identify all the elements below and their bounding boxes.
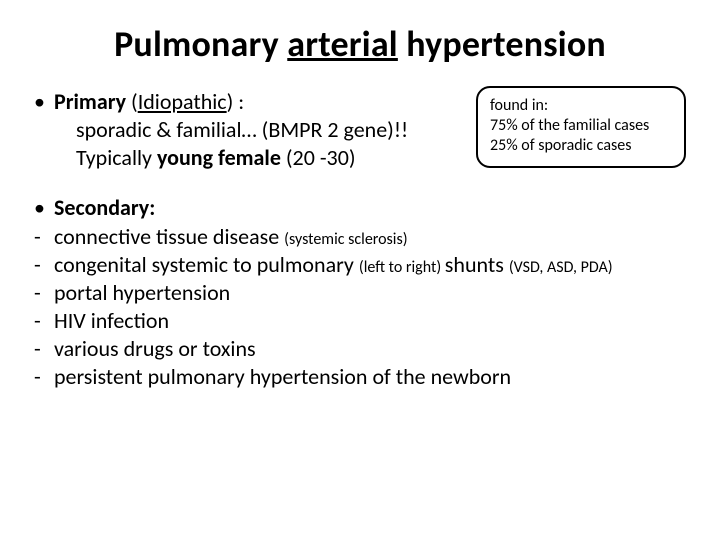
bullet-dot: • <box>34 194 54 222</box>
item-main: congenital systemic to pulmonary <box>54 251 359 278</box>
primary-bullet: • Primary (Idiopathic) : <box>34 88 456 116</box>
list-item: - portal hypertension <box>34 279 686 307</box>
primary-plain2: ) : <box>227 88 245 115</box>
primary-line3: Typically young female (20 -30) <box>34 144 456 172</box>
title-pre: Pulmonary <box>114 22 287 66</box>
item-tail-small: (VSD, ASD, PDA) <box>509 258 613 277</box>
list-item: - HIV infection <box>34 307 686 335</box>
dash: - <box>34 279 54 307</box>
secondary-heading: Secondary: <box>54 194 155 222</box>
callout-line3: 25% of sporadic cases <box>490 136 672 156</box>
list-item: - congenital systemic to pulmonary (left… <box>34 251 686 279</box>
list-item: - connective tissue disease (systemic sc… <box>34 223 686 251</box>
item-small: (left to right) <box>359 258 445 277</box>
item-text: connective tissue disease (systemic scle… <box>54 223 408 251</box>
slide-title: Pulmonary arterial hypertension <box>34 22 686 66</box>
secondary-block: • Secondary: - connective tissue disease… <box>34 194 686 391</box>
dash: - <box>34 223 54 251</box>
list-item: - various drugs or toxins <box>34 335 686 363</box>
item-text: various drugs or toxins <box>54 335 256 363</box>
primary-line3-post: (20 -30) <box>281 144 356 171</box>
primary-line3-bold: young female <box>157 144 281 171</box>
dash: - <box>34 251 54 279</box>
slide: Pulmonary arterial hypertension • Primar… <box>0 0 720 540</box>
primary-line3-pre: Typically <box>76 144 157 171</box>
dash: - <box>34 335 54 363</box>
callout-line1: found in: <box>490 96 672 116</box>
list-item: - persistent pulmonary hypertension of t… <box>34 363 686 391</box>
title-underlined: arterial <box>287 22 398 66</box>
dash: - <box>34 307 54 335</box>
primary-row: • Primary (Idiopathic) : sporadic & fami… <box>34 88 686 172</box>
callout-box: found in: 75% of the familial cases 25% … <box>476 86 686 168</box>
secondary-bullet: • Secondary: <box>34 194 686 222</box>
item-text: HIV infection <box>54 307 169 335</box>
callout-line2: 75% of the familial cases <box>490 116 672 136</box>
dash: - <box>34 363 54 391</box>
primary-block: • Primary (Idiopathic) : sporadic & fami… <box>34 88 456 172</box>
item-text: persistent pulmonary hypertension of the… <box>54 363 511 391</box>
primary-line2: sporadic & familial… (BMPR 2 gene)!! <box>34 116 456 144</box>
title-post: hypertension <box>398 22 606 66</box>
item-tail: shunts <box>445 251 509 278</box>
primary-plain1: ( <box>126 88 138 115</box>
primary-line1: Primary (Idiopathic) : <box>54 88 244 116</box>
primary-underlined: Idiopathic <box>138 88 227 115</box>
item-small: (systemic sclerosis) <box>284 230 407 249</box>
primary-bold: Primary <box>54 88 126 115</box>
item-text: congenital systemic to pulmonary (left t… <box>54 251 613 279</box>
item-main: connective tissue disease <box>54 223 284 250</box>
item-text: portal hypertension <box>54 279 230 307</box>
bullet-dot: • <box>34 88 54 116</box>
